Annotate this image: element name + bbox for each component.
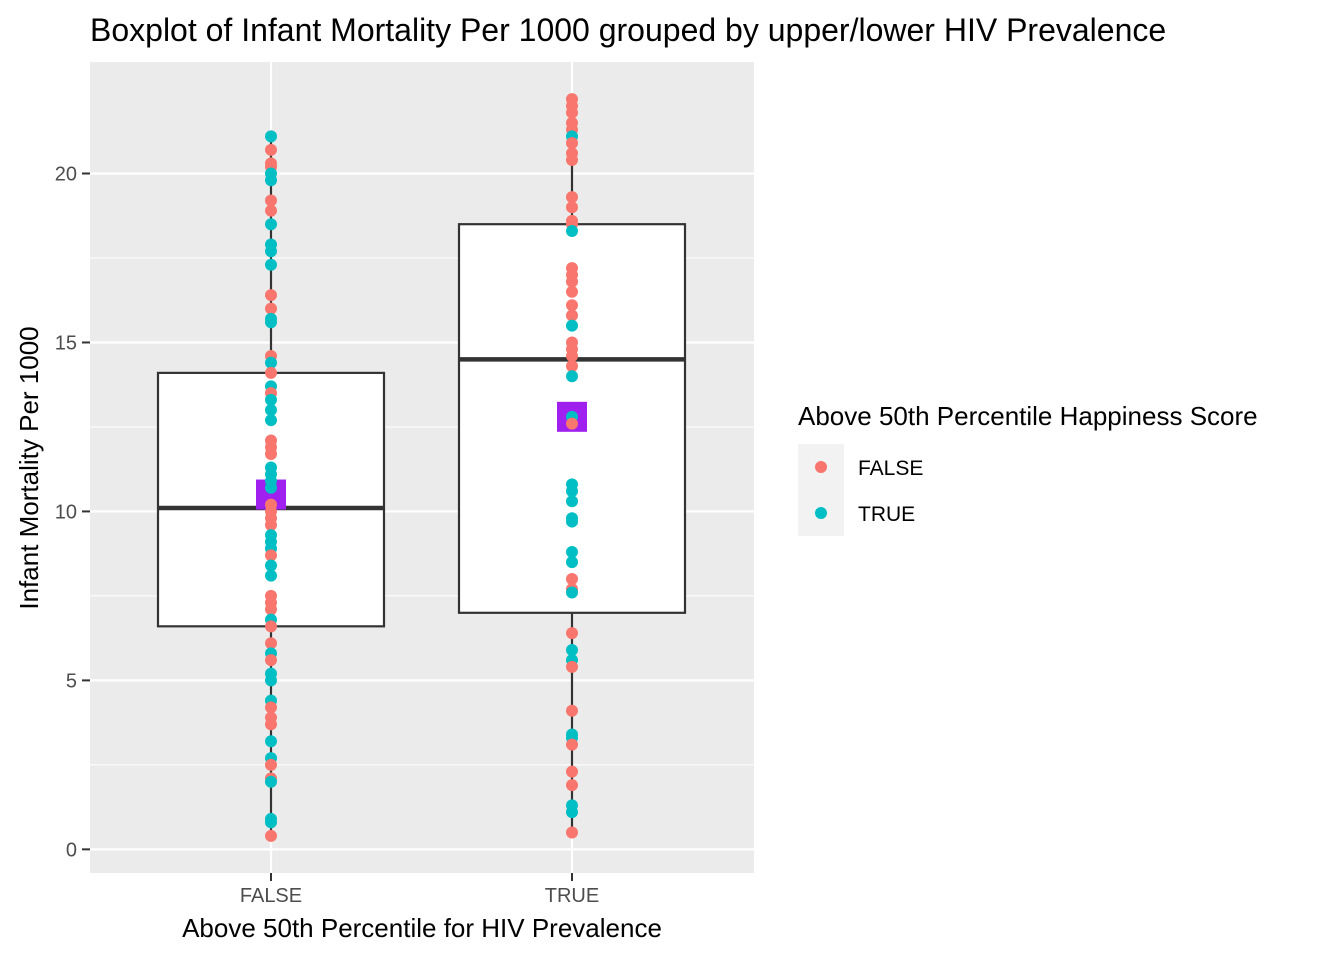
data-point (566, 515, 578, 528)
data-point (566, 738, 578, 751)
data-point (566, 309, 578, 322)
data-point (566, 643, 578, 656)
x-tick-label: FALSE (240, 885, 302, 907)
data-point (265, 316, 277, 329)
data-point (265, 637, 277, 650)
data-point (265, 481, 277, 494)
data-point (265, 447, 277, 460)
data-point (265, 404, 277, 417)
data-point (265, 718, 277, 731)
data-point (265, 701, 277, 714)
data-point (265, 559, 277, 572)
x-axis: FALSE TRUE (240, 873, 599, 907)
data-point (566, 153, 578, 166)
data-point (265, 603, 277, 616)
data-point (566, 586, 578, 599)
data-point (265, 674, 277, 687)
data-point (265, 816, 277, 829)
data-point (566, 627, 578, 640)
plot-area (90, 62, 754, 873)
y-tick-label: 10 (55, 501, 77, 523)
y-tick-label: 20 (55, 164, 77, 186)
y-tick-label: 5 (66, 670, 77, 692)
data-point (265, 735, 277, 748)
data-point (265, 218, 277, 231)
data-point (265, 393, 277, 406)
data-point (566, 704, 578, 717)
legend-label-true: TRUE (858, 503, 915, 526)
data-point (566, 545, 578, 558)
data-point (265, 775, 277, 788)
data-point (566, 299, 578, 312)
data-point (265, 518, 277, 531)
data-point (566, 806, 578, 819)
data-point (265, 289, 277, 302)
data-point (265, 758, 277, 771)
data-point (566, 826, 578, 839)
data-point (566, 106, 578, 119)
data-point (265, 829, 277, 842)
data-point (265, 194, 277, 207)
data-point (265, 569, 277, 582)
data-point (566, 191, 578, 204)
data-point (566, 275, 578, 288)
legend-key-background (798, 444, 844, 536)
data-point (566, 224, 578, 237)
data-point (566, 370, 578, 383)
data-point (566, 779, 578, 792)
legend-title: Above 50th Percentile Happiness Score (798, 401, 1258, 431)
legend-key-true (815, 507, 827, 519)
data-point (265, 356, 277, 369)
chart-title: Boxplot of Infant Mortality Per 1000 gro… (90, 12, 1166, 48)
data-point (566, 201, 578, 214)
data-point (566, 349, 578, 362)
data-point (566, 319, 578, 332)
y-axis: 0 5 10 15 20 (55, 164, 90, 861)
data-point (566, 556, 578, 569)
y-tick-label: 0 (66, 839, 77, 861)
x-tick-label: TRUE (545, 885, 599, 907)
legend-key-false (815, 461, 827, 473)
data-point (566, 360, 578, 373)
data-points (265, 93, 578, 842)
data-point (265, 549, 277, 562)
data-point (566, 573, 578, 586)
data-point (265, 302, 277, 315)
data-point (265, 620, 277, 633)
data-point (265, 130, 277, 143)
data-point (265, 414, 277, 427)
data-point (566, 660, 578, 673)
data-point (265, 654, 277, 667)
y-axis-title: Infant Mortality Per 1000 (14, 326, 44, 609)
legend-items: FALSE TRUE (798, 444, 923, 536)
data-point (566, 417, 578, 430)
data-point (265, 245, 277, 258)
data-point (566, 765, 578, 778)
data-point (566, 137, 578, 150)
y-tick-label: 15 (55, 332, 77, 354)
x-axis-title: Above 50th Percentile for HIV Prevalence (182, 913, 662, 943)
data-point (566, 495, 578, 508)
legend: Above 50th Percentile Happiness Score FA… (798, 401, 1258, 536)
legend-label-false: FALSE (858, 457, 923, 480)
data-point (265, 143, 277, 156)
data-point (265, 174, 277, 187)
data-point (265, 258, 277, 271)
data-point (265, 366, 277, 379)
data-point (265, 204, 277, 217)
data-point (566, 285, 578, 298)
data-point (566, 485, 578, 498)
